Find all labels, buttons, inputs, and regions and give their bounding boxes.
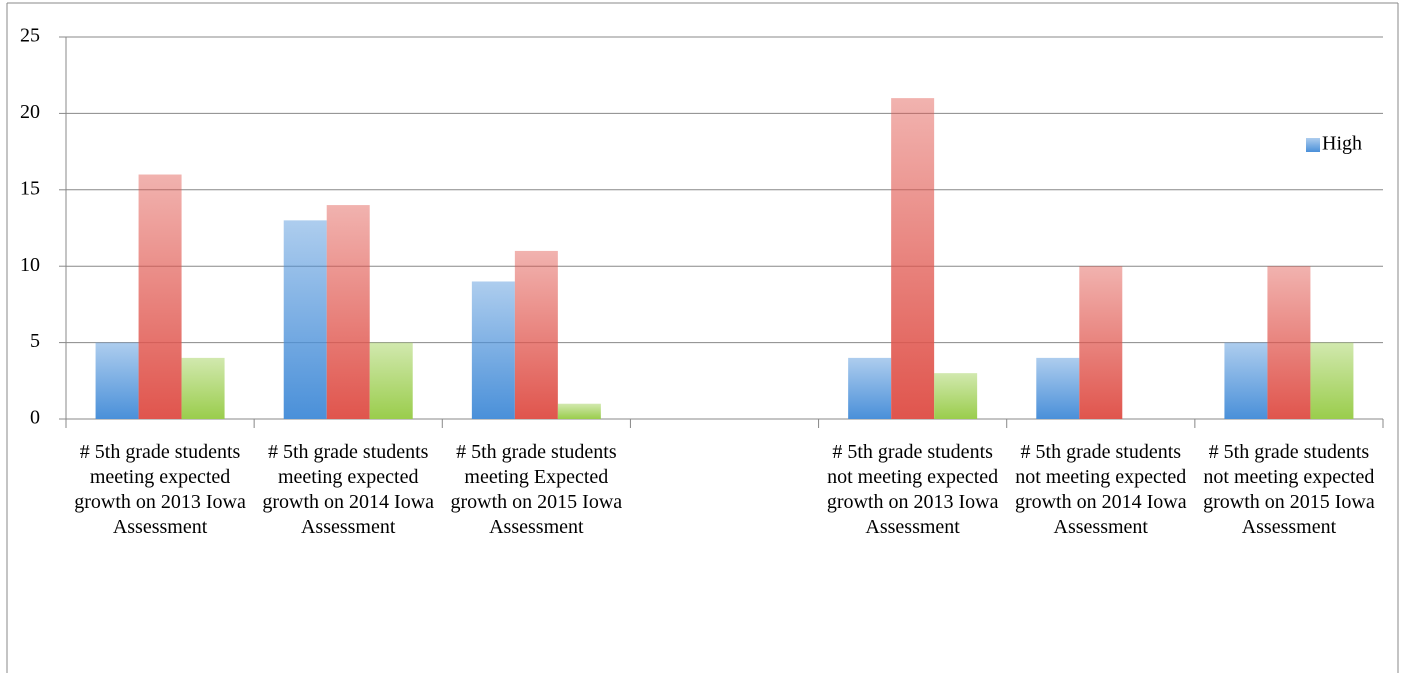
bar [1079,266,1123,419]
y-tick-label: 15 [20,177,40,199]
bar [1310,342,1354,419]
bar [934,373,978,419]
y-tick-label: 0 [30,407,40,429]
bar [283,220,327,419]
x-tick-label: # 5th grade students not meeting expecte… [1014,441,1187,538]
bar [891,98,935,420]
y-tick-label: 10 [20,254,40,276]
y-tick-label: 5 [30,330,40,352]
bar [514,250,558,419]
bar [557,403,601,419]
x-tick-label: # 5th grade students not meeting expecte… [826,441,999,538]
x-tick-label: # 5th grade students meeting expected gr… [74,441,246,538]
legend-swatch [1306,138,1320,152]
bar [95,342,139,419]
bar [1224,342,1268,419]
bar [138,174,182,419]
bar [471,281,515,419]
x-tick-label: # 5th grade students meeting Expected gr… [450,441,623,538]
x-tick-label: # 5th grade students meeting expected gr… [262,441,435,538]
bar [181,357,225,419]
legend-label: High [1322,133,1362,155]
y-tick-label: 25 [20,25,40,47]
bar [369,342,413,419]
y-tick-label: 20 [20,101,40,123]
bar [326,205,370,419]
bar [1267,266,1311,419]
bar [848,357,892,419]
bar [1036,357,1080,419]
x-tick-label: # 5th grade students not meeting expecte… [1203,441,1375,538]
